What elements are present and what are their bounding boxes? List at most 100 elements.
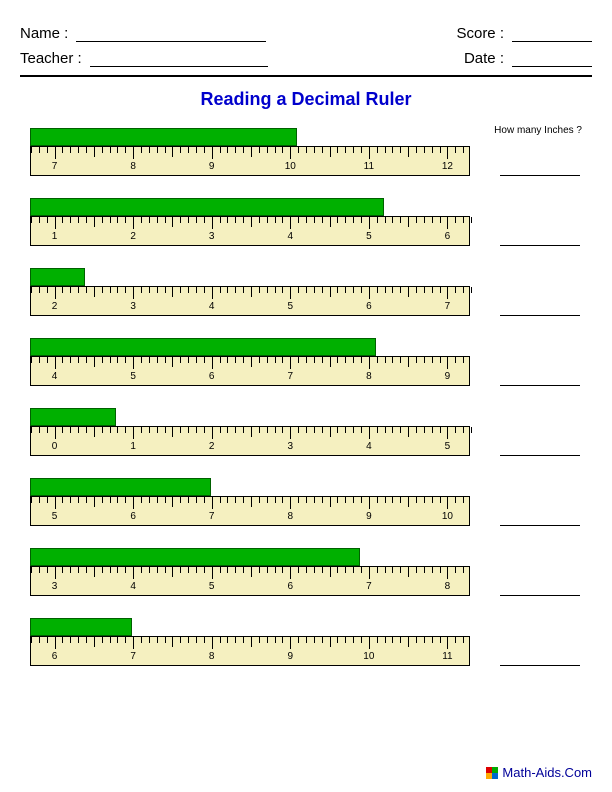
tick-minor — [282, 217, 283, 223]
tick-minor — [424, 287, 425, 293]
tick-minor — [165, 567, 166, 573]
tick-minor — [243, 147, 244, 153]
tick-minor — [39, 567, 40, 573]
tick-minor — [188, 217, 189, 223]
tick-label: 6 — [130, 511, 136, 522]
tick-minor — [463, 567, 464, 573]
tick-minor — [345, 147, 346, 153]
tick-label: 3 — [130, 301, 136, 312]
tick-major — [212, 217, 213, 229]
tick-minor — [227, 357, 228, 363]
answer-blank[interactable] — [500, 302, 580, 316]
tick-minor — [165, 147, 166, 153]
tick-half — [94, 357, 95, 367]
tick-minor — [141, 287, 142, 293]
tick-minor — [149, 217, 150, 223]
tick-major — [447, 567, 448, 579]
tick-minor — [424, 427, 425, 433]
tick-minor — [102, 217, 103, 223]
tick-major — [133, 637, 134, 649]
ruler-wrap: 012345 — [30, 408, 470, 456]
tick-label: 6 — [288, 581, 294, 592]
answer-blank[interactable] — [500, 232, 580, 246]
tick-half — [94, 567, 95, 577]
tick-half — [330, 637, 331, 647]
tick-label: 9 — [209, 161, 215, 172]
tick-label: 4 — [52, 371, 58, 382]
tick-minor — [47, 637, 48, 643]
tick-minor — [110, 357, 111, 363]
tick-minor — [165, 357, 166, 363]
tick-label: 4 — [209, 301, 215, 312]
tick-label: 7 — [130, 651, 136, 662]
tick-minor — [322, 427, 323, 433]
tick-minor — [345, 287, 346, 293]
tick-minor — [259, 147, 260, 153]
tick-minor — [165, 287, 166, 293]
tick-minor — [157, 287, 158, 293]
answer-blank[interactable] — [500, 442, 580, 456]
tick-label: 3 — [288, 441, 294, 452]
tick-minor — [70, 427, 71, 433]
tick-minor — [125, 497, 126, 503]
tick-minor — [392, 217, 393, 223]
tick-minor — [141, 567, 142, 573]
tick-minor — [220, 567, 221, 573]
teacher-blank[interactable] — [90, 51, 268, 67]
tick-minor — [157, 357, 158, 363]
tick-label: 2 — [130, 231, 136, 242]
tick-minor — [275, 147, 276, 153]
date-blank[interactable] — [512, 51, 592, 67]
score-blank[interactable] — [512, 26, 592, 42]
answer-blank[interactable] — [500, 582, 580, 596]
tick-minor — [463, 427, 464, 433]
tick-minor — [353, 287, 354, 293]
tick-minor — [416, 637, 417, 643]
tick-minor — [165, 427, 166, 433]
tick-label: 11 — [442, 651, 452, 662]
tick-minor — [180, 287, 181, 293]
tick-major — [55, 287, 56, 299]
tick-half — [172, 287, 173, 297]
tick-minor — [86, 427, 87, 433]
tick-minor — [275, 357, 276, 363]
tick-major — [55, 147, 56, 159]
tick-minor — [180, 427, 181, 433]
tick-minor — [259, 287, 260, 293]
tick-minor — [463, 497, 464, 503]
tick-major — [447, 427, 448, 439]
tick-minor — [180, 217, 181, 223]
answer-blank[interactable] — [500, 162, 580, 176]
tick-minor — [424, 357, 425, 363]
tick-major — [447, 357, 448, 369]
tick-minor — [267, 637, 268, 643]
answer-blank[interactable] — [500, 652, 580, 666]
tick-half — [94, 427, 95, 437]
tick-major — [369, 217, 370, 229]
tick-label: 3 — [52, 581, 58, 592]
tick-half — [251, 497, 252, 507]
tick-minor — [322, 497, 323, 503]
tick-minor — [86, 217, 87, 223]
tick-minor — [282, 567, 283, 573]
tick-major — [133, 287, 134, 299]
tick-half — [94, 287, 95, 297]
tick-major — [290, 357, 291, 369]
tick-minor — [416, 217, 417, 223]
tick-minor — [102, 147, 103, 153]
tick-minor — [47, 217, 48, 223]
tick-minor — [227, 217, 228, 223]
tick-minor — [31, 637, 32, 643]
tick-half — [408, 427, 409, 437]
tick-minor — [455, 147, 456, 153]
tick-minor — [125, 427, 126, 433]
answer-blank[interactable] — [500, 372, 580, 386]
tick-minor — [267, 217, 268, 223]
ruler-wrap: 456789 — [30, 338, 470, 386]
tick-minor — [306, 497, 307, 503]
tick-minor — [243, 497, 244, 503]
tick-half — [172, 217, 173, 227]
tick-minor — [78, 427, 79, 433]
answer-blank[interactable] — [500, 512, 580, 526]
name-blank[interactable] — [76, 26, 266, 42]
